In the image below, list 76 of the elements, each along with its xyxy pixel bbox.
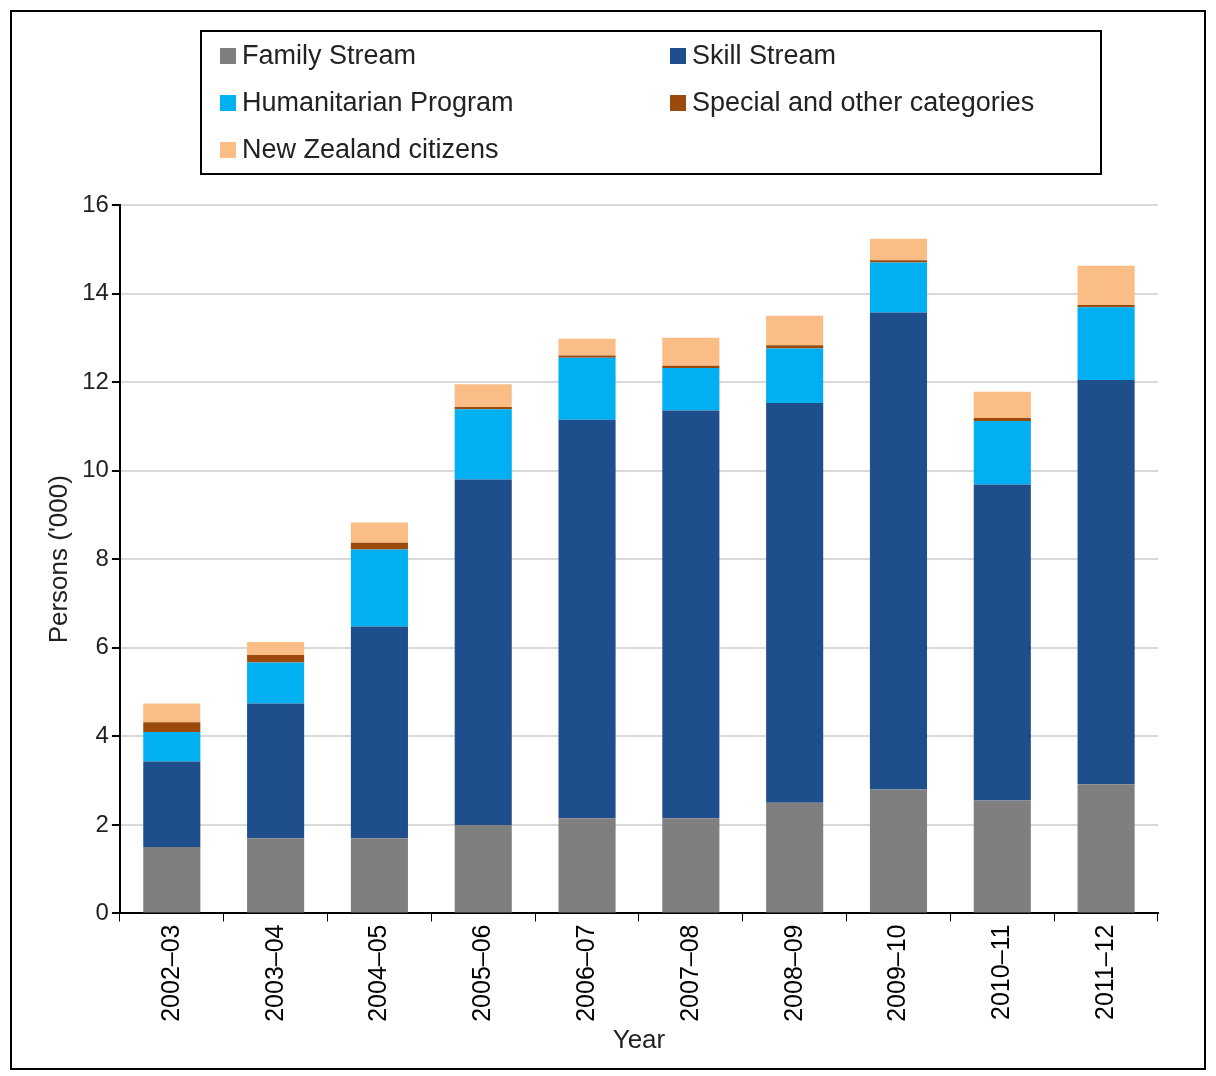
bar [143,847,201,913]
x-tick-label: 2011–12 [1089,924,1118,1020]
bar [454,824,512,913]
y-tick-label: 8 [95,543,109,571]
bar [869,262,928,313]
y-tick-label: 0 [95,898,109,926]
legend-label: New Zealand citizens [242,134,499,165]
x-tick-label: 2005–06 [467,924,496,1022]
bar [1077,265,1135,306]
bar [558,355,616,358]
y-tick-label: 2 [95,809,109,837]
bar [558,419,616,819]
x-tick-label: 2002–03 [155,924,184,1022]
bar [766,348,824,403]
bar [1077,784,1135,913]
bar [350,522,408,543]
bar [350,549,408,627]
bar [1077,379,1135,785]
x-tick-label: 2003–04 [259,924,288,1022]
x-tick-label: 2009–10 [882,924,911,1022]
x-tick-label: 2008–09 [778,924,807,1022]
bar [973,421,1031,485]
bar [662,337,720,366]
bar [766,345,824,349]
legend-label: Special and other categories [692,87,1035,118]
y-tick-label: 6 [95,632,109,660]
bar [662,365,720,368]
x-tick-label: 2006–07 [570,924,599,1022]
bar [350,626,408,839]
bar [247,642,305,655]
bar [869,789,928,913]
bar [454,409,512,480]
bar [766,402,824,803]
y-tick-label: 12 [82,366,109,394]
bar [1077,307,1135,380]
bar [247,838,305,913]
y-tick-label: 10 [82,455,109,483]
bar [143,703,201,723]
bar [973,484,1031,801]
bar [973,391,1031,418]
bar [558,818,616,913]
x-tick-label: 2010–11 [986,924,1015,1020]
bar [869,238,928,261]
legend-label: Family Stream [242,40,417,71]
x-tick-label: 2007–08 [674,924,703,1022]
bar [454,479,512,825]
y-tick-label: 14 [82,278,109,306]
legend-label: Humanitarian Program [242,87,514,118]
bar [247,654,305,663]
bar [973,800,1031,913]
bar [143,722,201,732]
bar [558,338,616,356]
bar [869,312,928,790]
bar [766,802,824,913]
bar [454,384,512,407]
bar [662,410,720,819]
bar [973,417,1031,422]
x-tick-label: 2004–05 [363,924,392,1022]
x-axis-title: Year [612,1023,666,1054]
bar [662,818,720,913]
bar [869,260,928,263]
bar [662,367,720,411]
bar [247,703,305,839]
bar [143,761,201,848]
bar [143,731,201,762]
y-tick-label: 16 [82,189,109,217]
bar [558,357,616,420]
y-axis-title: Persons ('000) [42,475,73,644]
bar [247,662,305,704]
bar [454,406,512,410]
bar [766,315,824,346]
bar [350,542,408,550]
y-tick-label: 4 [95,720,109,748]
bar [350,838,408,913]
bar [1077,305,1135,308]
legend-label: Skill Stream [692,40,837,71]
